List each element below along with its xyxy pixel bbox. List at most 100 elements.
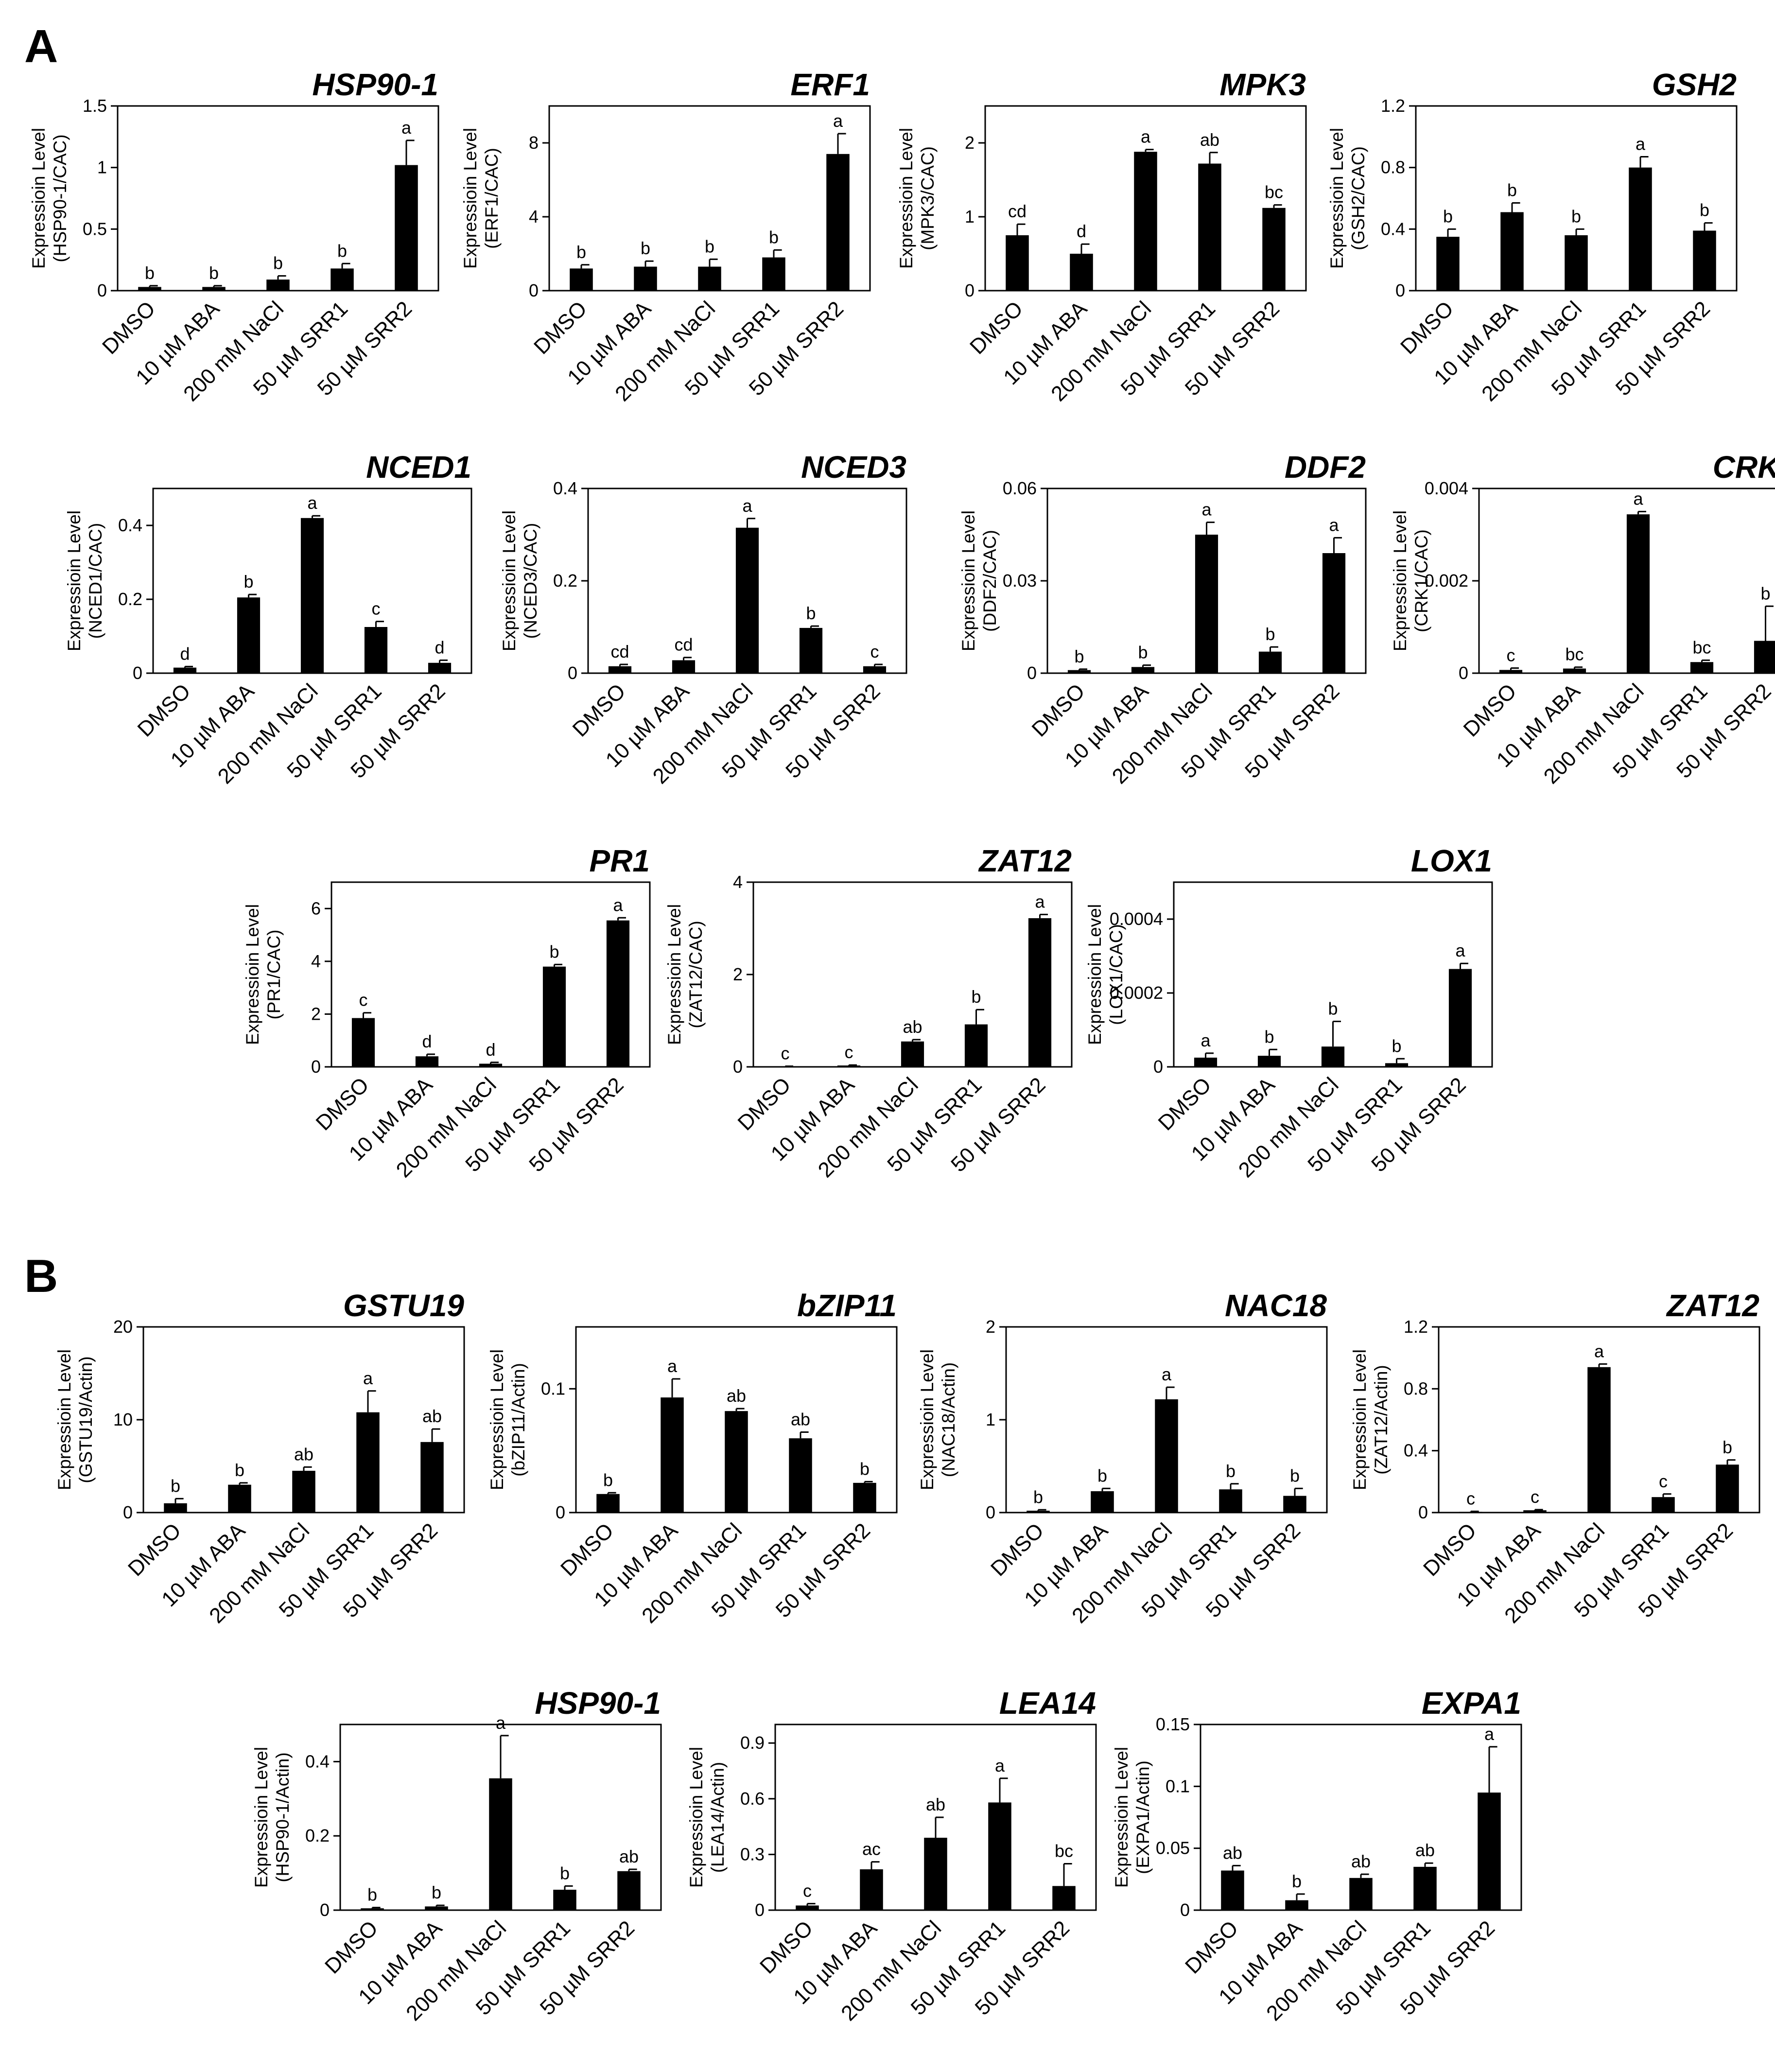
significance-letter: a bbox=[1455, 940, 1465, 960]
significance-letter: a bbox=[613, 895, 623, 915]
significance-letter: ac bbox=[862, 1839, 881, 1859]
significance-letter: c bbox=[359, 990, 368, 1010]
chart-title: bZIP11 bbox=[797, 1288, 897, 1323]
y-tick-label: 2 bbox=[311, 1004, 321, 1024]
bar bbox=[395, 165, 418, 291]
bar bbox=[762, 257, 785, 291]
significance-letter: ab bbox=[903, 1017, 922, 1037]
chart-title: GSH2 bbox=[1652, 67, 1737, 102]
bar bbox=[698, 266, 721, 291]
y-tick-label: 1 bbox=[965, 207, 975, 226]
bar bbox=[425, 1906, 448, 1910]
chart-title: HSP90-1 bbox=[535, 1686, 661, 1721]
significance-letter: a bbox=[1035, 892, 1045, 912]
chart-title: LOX1 bbox=[1411, 843, 1492, 878]
bar bbox=[1131, 667, 1155, 673]
bar bbox=[1198, 163, 1221, 291]
significance-letter: a bbox=[833, 111, 843, 131]
y-tick-label: 0.3 bbox=[740, 1844, 765, 1864]
bar bbox=[420, 1442, 444, 1513]
bar bbox=[634, 266, 657, 291]
y-axis-label: Expressioin Level bbox=[917, 1349, 937, 1490]
significance-letter: a bbox=[496, 1713, 506, 1733]
significance-letter: c bbox=[803, 1881, 812, 1901]
y-tick-label: 0 bbox=[123, 1502, 133, 1522]
bar bbox=[1134, 152, 1157, 291]
y-axis-label-units: (ZAT12/CAC) bbox=[686, 921, 706, 1028]
y-axis-label-units: (ZAT12/Actin) bbox=[1371, 1365, 1391, 1474]
chart-title: PR1 bbox=[590, 843, 650, 878]
significance-letter: bc bbox=[1692, 637, 1711, 657]
bar bbox=[735, 527, 759, 673]
y-axis-label: Expressioin Level bbox=[686, 1747, 706, 1888]
y-tick-label: 0.1 bbox=[541, 1378, 565, 1398]
bar bbox=[1194, 1058, 1218, 1067]
significance-letter: d bbox=[422, 1031, 432, 1051]
significance-letter: d bbox=[1077, 221, 1086, 241]
bar bbox=[1652, 1497, 1675, 1513]
y-tick-label: 8 bbox=[529, 133, 539, 153]
y-tick-label: 0 bbox=[1180, 1900, 1190, 1920]
significance-letter: bc bbox=[1265, 182, 1283, 202]
significance-letter: b bbox=[1723, 1437, 1732, 1457]
bar bbox=[1028, 918, 1052, 1067]
y-tick-label: 0 bbox=[1027, 663, 1037, 683]
y-axis-label: Expressioin Level bbox=[958, 510, 978, 651]
bar bbox=[1321, 1046, 1345, 1067]
y-axis-label: Expressioin Level bbox=[1350, 1349, 1370, 1490]
y-tick-label: 0.002 bbox=[1425, 571, 1468, 591]
significance-letter: cd bbox=[674, 635, 693, 655]
bar bbox=[608, 666, 632, 673]
panel-label-a: A bbox=[24, 20, 58, 72]
significance-letter: b bbox=[1226, 1461, 1236, 1481]
significance-letter: ab bbox=[1200, 130, 1219, 150]
bar bbox=[570, 268, 593, 291]
significance-letter: a bbox=[667, 1356, 678, 1376]
significance-letter: c bbox=[1466, 1488, 1475, 1508]
bar bbox=[1436, 237, 1460, 291]
y-tick-label: 0.0004 bbox=[1110, 909, 1163, 929]
y-tick-label: 2 bbox=[965, 133, 975, 153]
bar bbox=[300, 518, 324, 673]
significance-letter: b bbox=[603, 1470, 613, 1490]
significance-letter: c bbox=[845, 1042, 853, 1062]
bar bbox=[1221, 1870, 1244, 1910]
y-tick-label: 0 bbox=[97, 280, 107, 300]
bar bbox=[661, 1397, 684, 1513]
y-tick-label: 0.4 bbox=[118, 515, 142, 535]
significance-letter: ab bbox=[727, 1386, 746, 1406]
significance-letter: cd bbox=[610, 642, 629, 662]
bar bbox=[361, 1908, 384, 1910]
y-tick-label: 1 bbox=[986, 1410, 995, 1429]
significance-letter: b bbox=[860, 1459, 870, 1479]
y-axis-label-units: (NCED1/CAC) bbox=[86, 523, 105, 639]
significance-letter: b bbox=[367, 1885, 377, 1905]
significance-letter: c bbox=[781, 1044, 790, 1063]
y-axis-label-units: (HSP90-1/CAC) bbox=[50, 134, 70, 262]
significance-letter: b bbox=[1443, 206, 1453, 226]
bar bbox=[964, 1024, 988, 1067]
bar bbox=[860, 1869, 883, 1910]
bar bbox=[1052, 1886, 1076, 1910]
y-tick-label: 0.004 bbox=[1425, 478, 1468, 498]
bar bbox=[1563, 668, 1586, 673]
bar bbox=[1027, 1511, 1050, 1513]
y-tick-label: 0 bbox=[320, 1900, 330, 1920]
significance-letter: b bbox=[145, 263, 155, 283]
significance-letter: ab bbox=[791, 1409, 810, 1429]
bar bbox=[837, 1065, 861, 1067]
chart-title: GSTU19 bbox=[343, 1288, 464, 1323]
bar bbox=[542, 966, 566, 1067]
bar bbox=[331, 268, 354, 291]
bar bbox=[428, 662, 452, 673]
chart-title: ZAT12 bbox=[1666, 1288, 1759, 1323]
chart-title: EXPA1 bbox=[1422, 1686, 1521, 1721]
significance-letter: ab bbox=[619, 1846, 639, 1866]
significance-letter: b bbox=[1138, 643, 1148, 662]
significance-letter: b bbox=[1290, 1465, 1300, 1485]
y-axis-label: Expressioin Level bbox=[29, 128, 49, 269]
significance-letter: b bbox=[560, 1863, 570, 1883]
y-tick-label: 4 bbox=[733, 872, 743, 892]
significance-letter: c bbox=[1659, 1471, 1668, 1491]
y-axis-label: Expressioin Level bbox=[460, 128, 480, 269]
